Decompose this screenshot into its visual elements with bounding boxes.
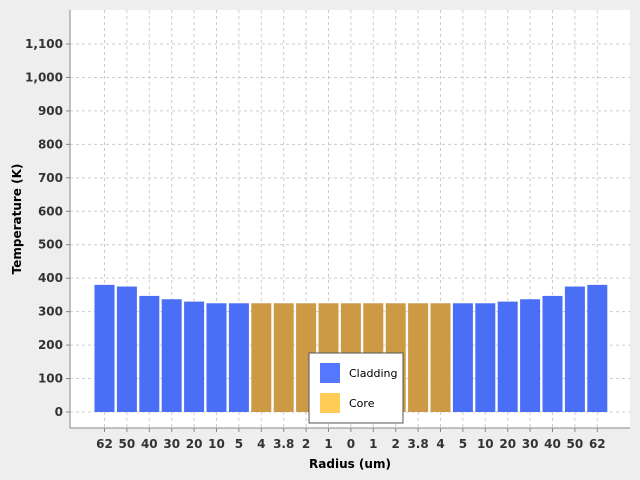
x-tick-label: 0 — [347, 437, 355, 451]
bar-cladding — [497, 301, 518, 412]
y-tick-label: 1,000 — [25, 70, 63, 84]
bar-cladding — [564, 286, 585, 412]
legend-label-cladding: Cladding — [349, 367, 397, 380]
x-tick-label: 20 — [499, 437, 516, 451]
y-tick-label: 800 — [38, 137, 63, 151]
x-tick-label: 3.8 — [273, 437, 294, 451]
bar-cladding — [228, 303, 249, 412]
y-tick-label: 1,100 — [25, 37, 63, 51]
bar-cladding — [139, 295, 160, 412]
x-tick-label: 40 — [141, 437, 158, 451]
legend-swatch-cladding — [320, 363, 340, 383]
bar-cladding — [116, 286, 137, 412]
x-tick-label: 62 — [96, 437, 113, 451]
y-tick-label: 700 — [38, 171, 63, 185]
bar-cladding — [520, 299, 541, 412]
x-tick-label: 5 — [235, 437, 243, 451]
y-axis-title: Temperature (K) — [10, 164, 24, 275]
bar-cladding — [161, 299, 182, 412]
x-tick-label: 2 — [392, 437, 400, 451]
bar-core — [408, 303, 429, 412]
y-tick-label: 100 — [38, 372, 63, 386]
x-tick-label: 1 — [324, 437, 332, 451]
x-tick-label: 10 — [477, 437, 494, 451]
bar-cladding — [452, 303, 473, 412]
y-tick-label: 0 — [55, 405, 63, 419]
x-tick-label: 4 — [436, 437, 444, 451]
bar-cladding — [184, 301, 205, 412]
legend-label-core: Core — [349, 397, 375, 410]
bars — [94, 284, 608, 412]
bar-cladding — [475, 303, 496, 412]
bar-core — [251, 303, 272, 412]
y-tick-labels: 0 100 200 300 400 500 600 700 800 900 1,000 1,100 — [25, 37, 70, 419]
x-tick-label: 50 — [119, 437, 136, 451]
x-tick-label: 1 — [369, 437, 377, 451]
bar-cladding — [542, 295, 563, 412]
x-tick-label: 40 — [544, 437, 561, 451]
bar-cladding — [94, 284, 115, 412]
y-tick-label: 600 — [38, 204, 63, 218]
y-tick-label: 300 — [38, 305, 63, 319]
bar-core — [273, 303, 294, 412]
x-tick-label: 10 — [208, 437, 225, 451]
x-tick-label: 50 — [567, 437, 584, 451]
bar-core — [430, 303, 451, 412]
bar-cladding — [587, 284, 608, 412]
x-tick-label: 20 — [186, 437, 203, 451]
y-tick-label: 900 — [38, 104, 63, 118]
y-tick-label: 400 — [38, 271, 63, 285]
x-tick-label: 30 — [163, 437, 180, 451]
x-tick-label: 4 — [257, 437, 265, 451]
y-tick-label: 500 — [38, 238, 63, 252]
x-tick-label: 62 — [589, 437, 606, 451]
x-tick-label: 3.8 — [407, 437, 428, 451]
legend-swatch-core — [320, 393, 340, 413]
x-tick-labels: 62 50 40 30 20 10 5 4 3.8 2 1 0 1 2 3.8 4 5 10 20 30 40 50 62 — [96, 428, 606, 451]
y-tick-label: 200 — [38, 338, 63, 352]
legend: Cladding Core — [308, 352, 404, 424]
x-tick-label: 30 — [522, 437, 539, 451]
x-tick-label: 5 — [459, 437, 467, 451]
bar-cladding — [206, 303, 227, 412]
x-axis-title: Radius (um) — [309, 457, 391, 471]
x-tick-label: 2 — [302, 437, 310, 451]
